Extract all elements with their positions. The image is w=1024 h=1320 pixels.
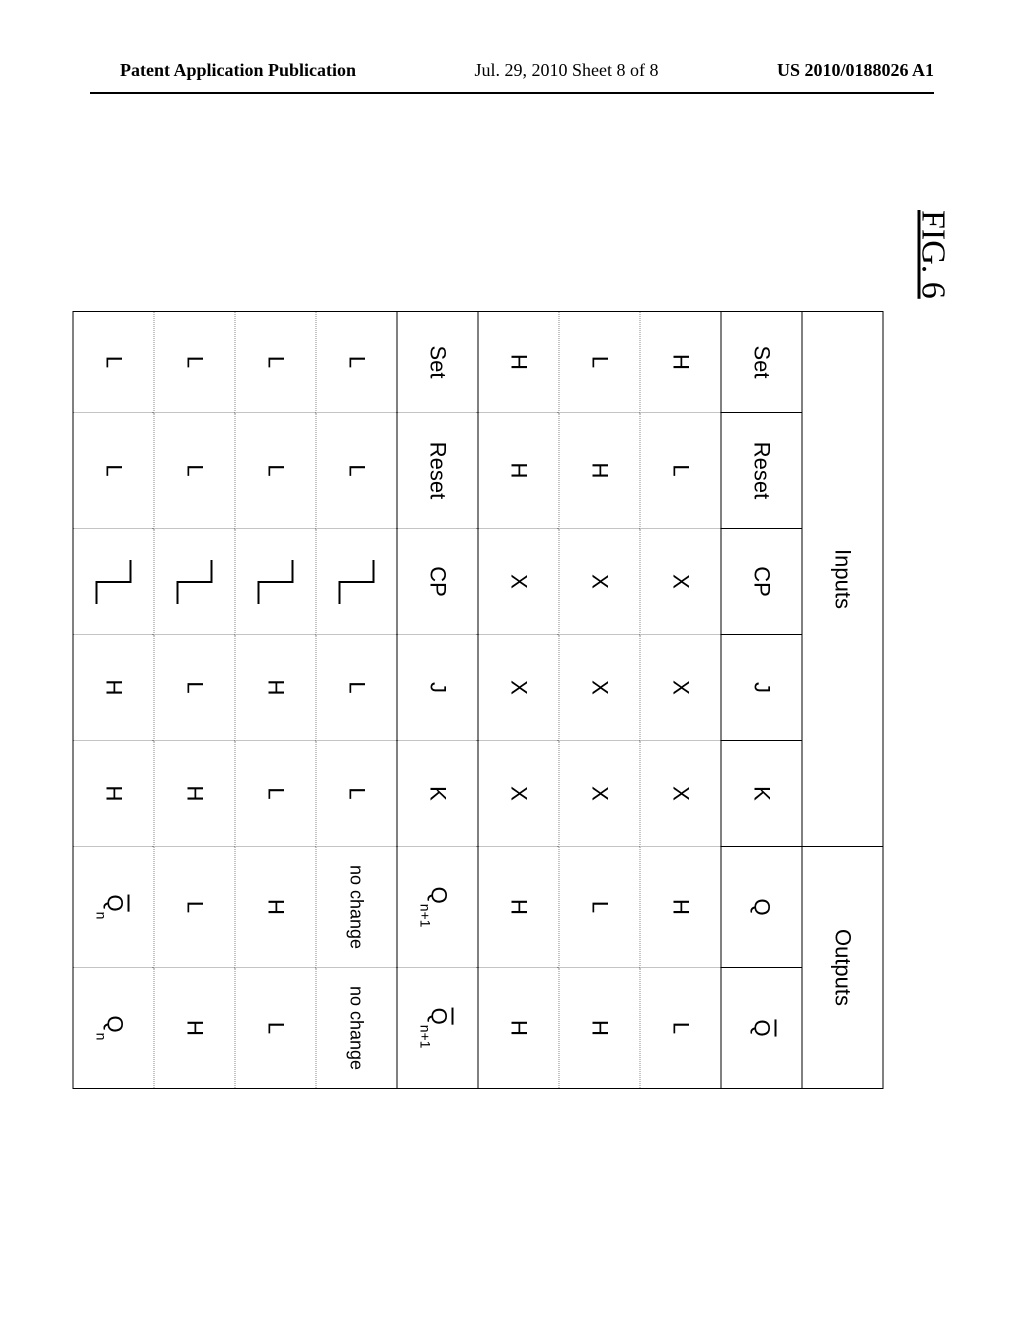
cell: L <box>316 635 397 741</box>
cell: L <box>154 847 235 968</box>
cell: H <box>478 413 559 529</box>
cell: H <box>559 968 640 1089</box>
falling-edge-icon <box>334 557 380 607</box>
cell: H <box>73 635 154 741</box>
cell: X <box>640 741 721 847</box>
table-row: L L H L H L <box>235 312 316 1089</box>
cell: L <box>154 413 235 529</box>
cell: H <box>235 635 316 741</box>
q-sub: n+1 <box>417 904 433 928</box>
qbar-sym: Q <box>427 1008 452 1025</box>
cell: H <box>154 741 235 847</box>
header-right: US 2010/0188026 A1 <box>777 60 934 81</box>
col-qbar-sym: Q <box>750 1019 775 1036</box>
cell: X <box>559 529 640 635</box>
cell-q-n: Qn <box>73 968 154 1089</box>
cell: L <box>316 312 397 413</box>
header-left: Patent Application Publication <box>120 60 356 81</box>
header-rule <box>90 92 934 94</box>
cell: X <box>559 741 640 847</box>
cell: H <box>478 847 559 968</box>
cell: L <box>73 312 154 413</box>
falling-edge-icon <box>253 557 299 607</box>
cell: H <box>640 312 721 413</box>
cell: L <box>154 635 235 741</box>
cell: CP <box>397 529 478 635</box>
col-j: J <box>721 635 802 741</box>
cell: H <box>559 413 640 529</box>
table-row: L L L H L H <box>154 312 235 1089</box>
cell: L <box>640 413 721 529</box>
cell-qbar-n: Qn <box>73 847 154 968</box>
cell: Set <box>397 312 478 413</box>
cell: X <box>478 529 559 635</box>
cell: L <box>316 741 397 847</box>
cell-qbar-n1: Qn+1 <box>397 968 478 1089</box>
cell: no change <box>316 968 397 1089</box>
cell: X <box>640 529 721 635</box>
cell: L <box>316 413 397 529</box>
falling-edge-icon <box>172 557 218 607</box>
cell: X <box>559 635 640 741</box>
figure-area: FIG. 6 Inputs Outputs Set Reset CP J K Q… <box>0 150 1024 1250</box>
cell: L <box>559 312 640 413</box>
cell: L <box>235 741 316 847</box>
col-k: K <box>721 741 802 847</box>
cell: L <box>235 312 316 413</box>
cell: H <box>235 847 316 968</box>
col-q: Q <box>721 847 802 968</box>
table-row-midheader: Set Reset CP J K Qn+1 Qn+1 <box>397 312 478 1089</box>
cell: X <box>640 635 721 741</box>
col-qbar: Q <box>721 968 802 1089</box>
page-header: Patent Application Publication Jul. 29, … <box>0 60 1024 81</box>
cell: X <box>478 741 559 847</box>
figure-label: FIG. 6 <box>914 210 952 1200</box>
cell: K <box>397 741 478 847</box>
cell-edge <box>235 529 316 635</box>
cell: L <box>559 847 640 968</box>
col-cp: CP <box>721 529 802 635</box>
group-header-outputs: Outputs <box>802 847 883 1089</box>
cell: L <box>73 413 154 529</box>
table-row: L H X X X L H <box>559 312 640 1089</box>
header-center: Jul. 29, 2010 Sheet 8 of 8 <box>475 60 659 81</box>
cell: no change <box>316 847 397 968</box>
col-set: Set <box>721 312 802 413</box>
q-sym: Q <box>103 895 128 912</box>
group-header-inputs: Inputs <box>802 312 883 847</box>
cell: L <box>235 413 316 529</box>
truth-table: Inputs Outputs Set Reset CP J K Q Q H L … <box>73 311 884 1089</box>
cell-edge <box>316 529 397 635</box>
table-row: L L H H Qn Qn <box>73 312 154 1089</box>
cell: L <box>235 968 316 1089</box>
cell: H <box>478 312 559 413</box>
cell: L <box>154 312 235 413</box>
q-sub: n <box>93 912 109 920</box>
cell: J <box>397 635 478 741</box>
cell: H <box>640 847 721 968</box>
cell-edge <box>154 529 235 635</box>
cell-edge <box>73 529 154 635</box>
cell: H <box>478 968 559 1089</box>
col-reset: Reset <box>721 413 802 529</box>
cell: L <box>640 968 721 1089</box>
table-row: H H X X X H H <box>478 312 559 1089</box>
table-row: L L L L no change no change <box>316 312 397 1089</box>
cell: H <box>73 741 154 847</box>
qbar-sub: n+1 <box>417 1025 433 1049</box>
cell-q-n1: Qn+1 <box>397 847 478 968</box>
qbar-sub: n <box>93 1033 109 1041</box>
cell: Reset <box>397 413 478 529</box>
cell: H <box>154 968 235 1089</box>
qbar-sym: Q <box>103 1016 128 1033</box>
q-sym: Q <box>427 887 452 904</box>
cell: X <box>478 635 559 741</box>
table-row: H L X X X H L <box>640 312 721 1089</box>
falling-edge-icon <box>91 557 137 607</box>
